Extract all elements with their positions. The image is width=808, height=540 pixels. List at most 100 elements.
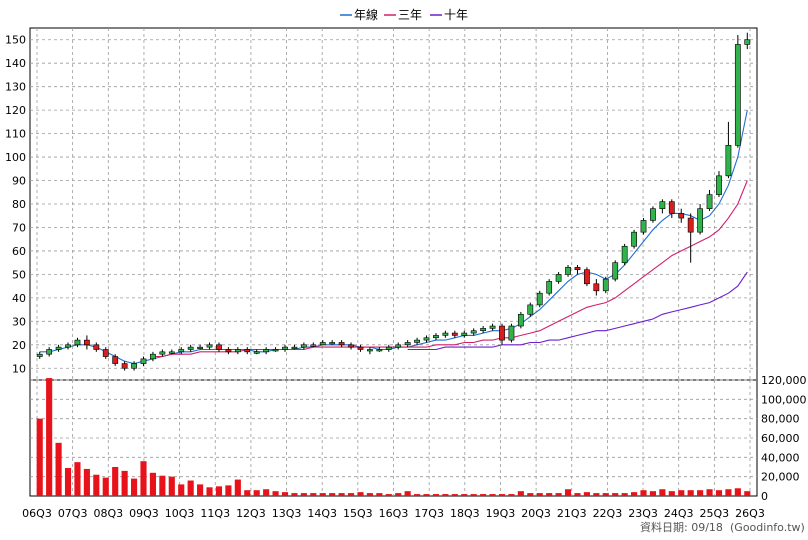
volume-bar <box>697 490 704 496</box>
candle-body <box>451 332 458 336</box>
volume-bar <box>234 479 241 496</box>
x-tick-label: 07Q3 <box>58 507 88 520</box>
candle-body <box>631 231 637 247</box>
candle-body <box>640 220 647 233</box>
volume-bar <box>706 489 713 496</box>
volume-bar <box>461 494 468 496</box>
volume-bar <box>159 475 166 496</box>
candles <box>36 32 751 371</box>
volume-bar <box>583 492 590 496</box>
volume-bar <box>55 442 62 496</box>
candle-body <box>55 346 62 350</box>
price-tick-label: 40 <box>12 292 26 305</box>
candle-body <box>310 344 317 347</box>
candle-body <box>593 283 600 292</box>
candle-body <box>574 267 581 271</box>
ma-line-10year <box>407 271 748 351</box>
price-tick-label: 60 <box>12 245 26 258</box>
volume-bar <box>291 493 298 496</box>
volume-bar <box>546 493 553 496</box>
candle-body <box>291 346 298 349</box>
candle-body <box>319 342 326 346</box>
volume-y-axis: 0 20,000 40,000 60,000 80,000 100,000 120,000 <box>761 374 807 503</box>
price-tick-label: 140 <box>5 57 26 70</box>
candle-body <box>612 262 619 280</box>
x-tick-label: 25Q3 <box>700 507 730 520</box>
volume-bar <box>225 485 232 496</box>
volume-bar <box>102 477 109 496</box>
volume-bars <box>36 378 751 496</box>
x-tick-label: 19Q3 <box>486 507 516 520</box>
candle-body <box>621 245 628 263</box>
candle-body <box>687 217 694 233</box>
candle-body <box>216 344 222 350</box>
x-tick-label: 20Q3 <box>521 507 551 520</box>
price-tick-label: 130 <box>5 81 26 94</box>
volume-bar <box>395 493 402 496</box>
x-tick-label: 24Q3 <box>664 507 694 520</box>
candle-body <box>282 346 288 350</box>
candle-body <box>65 344 71 348</box>
candle-body <box>272 349 279 352</box>
volume-bar <box>112 467 119 496</box>
volume-bar <box>338 493 345 496</box>
candle-body <box>300 344 307 348</box>
price-tick-label: 20 <box>12 339 26 352</box>
volume-bar <box>593 493 600 496</box>
candle-body <box>376 349 383 352</box>
volume-bar <box>498 494 506 496</box>
volume-tick-label: 40,000 <box>761 451 800 464</box>
x-tick-label: 21Q3 <box>557 507 587 520</box>
candle-body <box>36 353 43 357</box>
candle-body <box>414 339 420 343</box>
candle-body <box>348 344 354 348</box>
price-tick-label: 150 <box>5 34 26 47</box>
x-tick-label: 12Q3 <box>236 507 266 520</box>
candle-body <box>329 342 336 345</box>
price-tick-label: 110 <box>5 128 26 141</box>
candle-body <box>367 349 373 352</box>
volume-bar <box>678 490 685 496</box>
volume-bar <box>385 494 392 496</box>
volume-bar <box>319 493 326 496</box>
volume-bar <box>725 489 732 496</box>
candle-body <box>187 346 194 350</box>
candle-body <box>650 208 656 221</box>
candle-body <box>83 339 90 346</box>
price-tick-label: 70 <box>12 221 26 234</box>
volume-bar <box>442 494 449 496</box>
candle-body <box>480 328 487 332</box>
candle-body <box>546 281 553 294</box>
ma-line-yearly <box>39 109 748 365</box>
candle-body <box>527 304 534 315</box>
x-tick-label: 09Q3 <box>129 507 159 520</box>
volume-bar <box>668 491 675 496</box>
volume-bar <box>263 489 270 496</box>
volume-bar <box>310 493 317 496</box>
volume-bar <box>631 492 638 496</box>
volume-bar <box>244 490 251 496</box>
x-tick-label: 26Q3 <box>735 507 765 520</box>
legend-label-10year: 十年 <box>444 8 468 22</box>
candle-body <box>197 346 203 349</box>
footer-date: 資料日期: 09/18 <box>640 520 723 534</box>
volume-tick-label: 20,000 <box>761 471 800 484</box>
volume-bar <box>640 490 647 496</box>
x-tick-label: 08Q3 <box>93 507 123 520</box>
candle-body <box>565 267 571 275</box>
volume-bar <box>272 491 279 496</box>
volume-bar <box>149 472 156 496</box>
moving-average-lines <box>39 109 748 365</box>
candle-body <box>140 358 147 364</box>
volume-bar <box>206 487 213 496</box>
x-tick-label: 17Q3 <box>414 507 444 520</box>
candle-body <box>536 292 543 306</box>
volume-bar <box>564 489 572 496</box>
volume-tick-label: 100,000 <box>761 393 807 406</box>
candle-body <box>404 342 411 346</box>
x-tick-label: 15Q3 <box>343 507 373 520</box>
candle-body <box>555 274 562 282</box>
volume-bar <box>187 480 194 496</box>
volume-bar <box>574 493 581 496</box>
volume-bar <box>357 492 364 496</box>
